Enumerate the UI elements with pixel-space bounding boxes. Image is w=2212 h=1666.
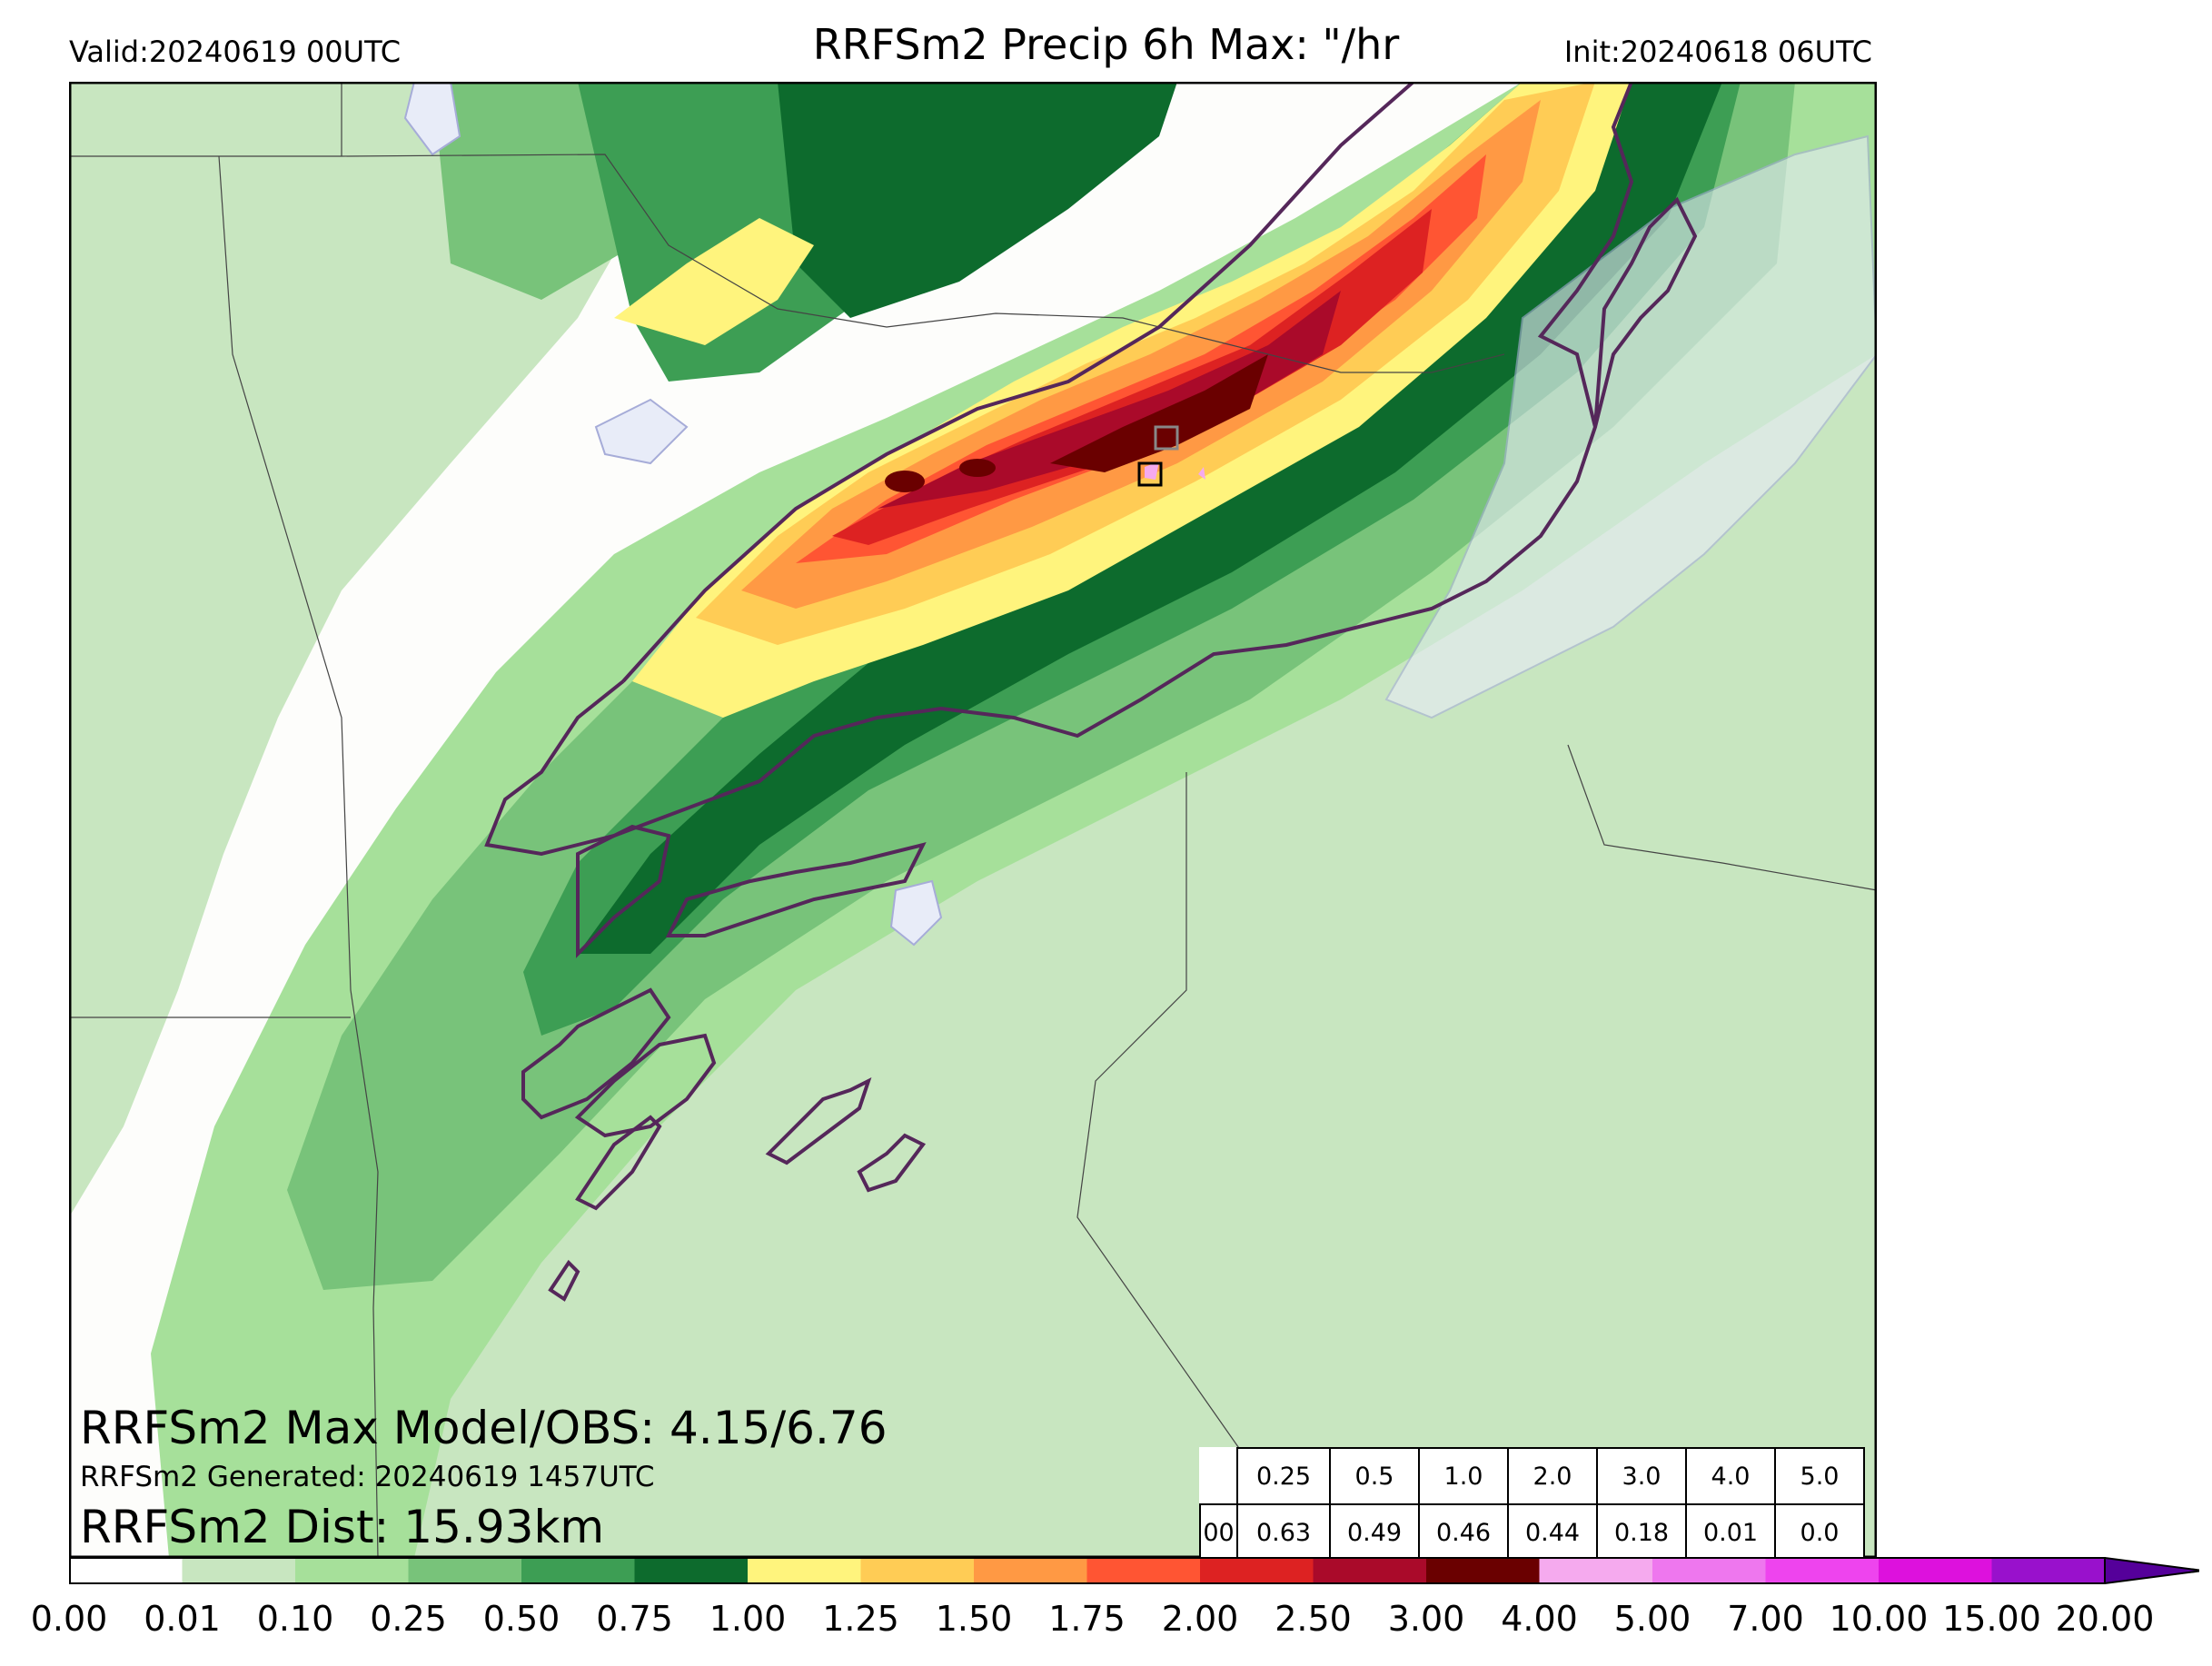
colorbar-frame bbox=[69, 1557, 2106, 1584]
model-max-marker bbox=[1137, 461, 1163, 487]
value-cell: 0.01 bbox=[1685, 1503, 1776, 1562]
colorbar-segment bbox=[1313, 1558, 1427, 1583]
colorbar-segment bbox=[1200, 1558, 1314, 1583]
valid-time-label: Valid:20240619 00UTC bbox=[69, 35, 402, 69]
colorbar-tick-label: 1.00 bbox=[709, 1599, 787, 1639]
threshold-cell: 3.0 bbox=[1596, 1447, 1687, 1505]
threshold-cell: 2.0 bbox=[1507, 1447, 1598, 1505]
obs-max-marker bbox=[1154, 425, 1179, 451]
plot-title: RRFSm2 Precip 6h Max: "/hr bbox=[812, 20, 1400, 69]
colorbar-tick-label: 0.10 bbox=[256, 1599, 334, 1639]
colorbar-tick-label: 5.00 bbox=[1613, 1599, 1691, 1639]
colorbar-tick-label: 1.25 bbox=[822, 1599, 899, 1639]
colorbar-tick-label: 15.00 bbox=[1942, 1599, 2041, 1639]
threshold-cell: 5.0 bbox=[1774, 1447, 1865, 1505]
colorbar-segment bbox=[1765, 1558, 1880, 1583]
colorbar-segment bbox=[69, 1558, 183, 1583]
colorbar-tick-label: 0.00 bbox=[30, 1599, 108, 1639]
threshold-cell: 0.5 bbox=[1329, 1447, 1420, 1505]
value-cell: 0.0 bbox=[1774, 1503, 1865, 1562]
threshold-stats-table: 0.25 0.5 1.0 2.0 3.0 4.0 5.0 00 0.63 0.4… bbox=[1199, 1447, 1865, 1562]
colorbar-segment bbox=[1879, 1558, 1992, 1583]
value-cell: 0.63 bbox=[1236, 1503, 1331, 1562]
colorbar-segment bbox=[1539, 1558, 1653, 1583]
colorbar-segment bbox=[1652, 1558, 1766, 1583]
colorbar-segment bbox=[748, 1558, 861, 1583]
colorbar-tick-label: 1.75 bbox=[1048, 1599, 1126, 1639]
table-corner bbox=[1200, 1448, 1237, 1504]
colorbar-tick-label: 0.50 bbox=[482, 1599, 560, 1639]
lakes bbox=[403, 82, 1877, 947]
threshold-cell: 1.0 bbox=[1418, 1447, 1509, 1505]
colorbar-tick-label: 2.50 bbox=[1275, 1599, 1352, 1639]
value-cell: 0.49 bbox=[1329, 1503, 1420, 1562]
colorbar-tick-label: 1.50 bbox=[935, 1599, 1013, 1639]
colorbar-tick-label: 7.00 bbox=[1727, 1599, 1804, 1639]
colorbar-tick-label: 3.00 bbox=[1387, 1599, 1465, 1639]
colorbar-tick-label: 0.01 bbox=[144, 1599, 221, 1639]
threshold-cell: 4.0 bbox=[1685, 1447, 1776, 1505]
colorbar-segment bbox=[974, 1558, 1087, 1583]
colorbar-segment bbox=[1426, 1558, 1540, 1583]
precip-field-2p50 bbox=[878, 291, 1341, 509]
colorbar-tick-label: 0.25 bbox=[370, 1599, 447, 1639]
colorbar-segment bbox=[182, 1558, 296, 1583]
colorbar-tick-label: 2.00 bbox=[1161, 1599, 1239, 1639]
colorbar-tick-label: 10.00 bbox=[1829, 1599, 1929, 1639]
value-cell: 0.44 bbox=[1507, 1503, 1598, 1562]
max-model-obs-label: RRFSm2 Max Model/OBS: 4.15/6.76 bbox=[80, 1402, 888, 1454]
precip-field-3p00 bbox=[885, 354, 1268, 492]
colorbar-tick-label: 0.75 bbox=[596, 1599, 673, 1639]
precip-field-4p00 bbox=[1145, 461, 1205, 480]
colorbar-segment bbox=[408, 1558, 522, 1583]
colorbar-segment bbox=[860, 1558, 975, 1583]
colorbar-tick-label: 4.00 bbox=[1501, 1599, 1578, 1639]
distance-label: RRFSm2 Dist: 15.93km bbox=[80, 1501, 605, 1553]
colorbar-segment bbox=[634, 1558, 749, 1583]
colorbar-extend-arrow bbox=[2104, 1557, 2199, 1584]
threshold-cell: 0.25 bbox=[1236, 1447, 1331, 1505]
value-cell: 0.46 bbox=[1418, 1503, 1509, 1562]
precip-map bbox=[69, 82, 1877, 1558]
value-cell: 0.18 bbox=[1596, 1503, 1687, 1562]
obs-contour bbox=[484, 82, 1698, 1302]
colorbar-segment bbox=[521, 1558, 635, 1583]
value-row: 00 0.63 0.49 0.46 0.44 0.18 0.01 0.0 bbox=[1199, 1503, 1865, 1562]
colorbar bbox=[69, 1557, 2199, 1584]
colorbar-segment bbox=[1991, 1558, 2106, 1583]
colorbar-tick-label: 20.00 bbox=[2055, 1599, 2155, 1639]
row-label-cell: 00 bbox=[1199, 1503, 1238, 1562]
colorbar-segment bbox=[295, 1558, 409, 1583]
colorbar-segment bbox=[1086, 1558, 1201, 1583]
generated-time-label: RRFSm2 Generated: 20240619 1457UTC bbox=[80, 1461, 655, 1493]
threshold-row: 0.25 0.5 1.0 2.0 3.0 4.0 5.0 bbox=[1200, 1447, 1865, 1505]
init-time-label: Init:20240618 06UTC bbox=[1563, 35, 1872, 69]
